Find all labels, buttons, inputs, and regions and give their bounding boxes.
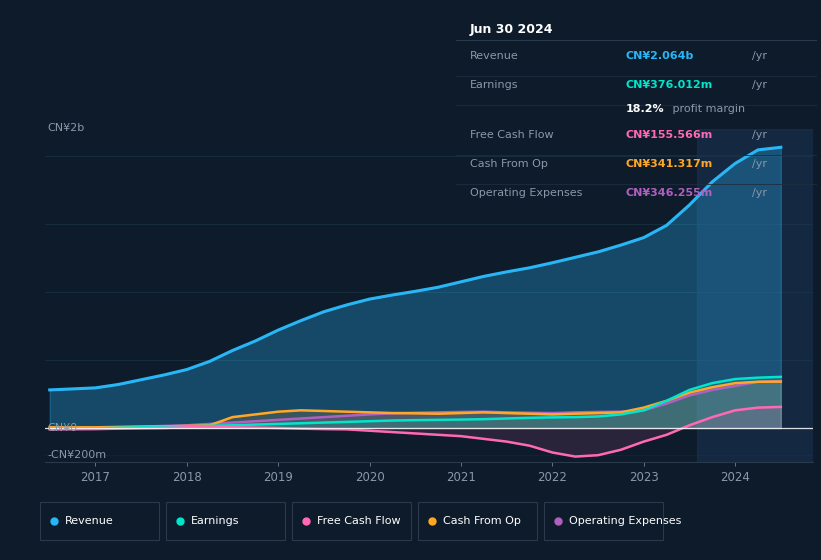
Text: CN¥155.566m: CN¥155.566m — [626, 129, 713, 139]
Text: CN¥2b: CN¥2b — [48, 123, 85, 133]
Text: CN¥341.317m: CN¥341.317m — [626, 158, 713, 169]
Text: /yr: /yr — [752, 158, 767, 169]
FancyBboxPatch shape — [292, 502, 410, 540]
Text: Jun 30 2024: Jun 30 2024 — [470, 24, 553, 36]
FancyBboxPatch shape — [419, 502, 537, 540]
Text: Earnings: Earnings — [470, 80, 519, 90]
Text: Revenue: Revenue — [65, 516, 113, 526]
Text: /yr: /yr — [752, 51, 767, 61]
Text: Cash From Op: Cash From Op — [470, 158, 548, 169]
Text: 18.2%: 18.2% — [626, 104, 664, 114]
Text: -CN¥200m: -CN¥200m — [48, 450, 107, 460]
Text: CN¥346.255m: CN¥346.255m — [626, 188, 713, 198]
Text: /yr: /yr — [752, 80, 767, 90]
Text: CN¥0: CN¥0 — [48, 423, 78, 433]
FancyBboxPatch shape — [167, 502, 285, 540]
Text: /yr: /yr — [752, 188, 767, 198]
Text: Free Cash Flow: Free Cash Flow — [317, 516, 401, 526]
Text: Free Cash Flow: Free Cash Flow — [470, 129, 553, 139]
Text: CN¥2.064b: CN¥2.064b — [626, 51, 694, 61]
Text: Operating Expenses: Operating Expenses — [470, 188, 582, 198]
Text: Operating Expenses: Operating Expenses — [569, 516, 681, 526]
Text: Cash From Op: Cash From Op — [443, 516, 521, 526]
Text: CN¥376.012m: CN¥376.012m — [626, 80, 713, 90]
FancyBboxPatch shape — [544, 502, 663, 540]
Bar — [697, 129, 821, 462]
Text: Revenue: Revenue — [470, 51, 519, 61]
Text: Earnings: Earnings — [191, 516, 240, 526]
Text: /yr: /yr — [752, 129, 767, 139]
FancyBboxPatch shape — [40, 502, 158, 540]
Text: profit margin: profit margin — [669, 104, 745, 114]
